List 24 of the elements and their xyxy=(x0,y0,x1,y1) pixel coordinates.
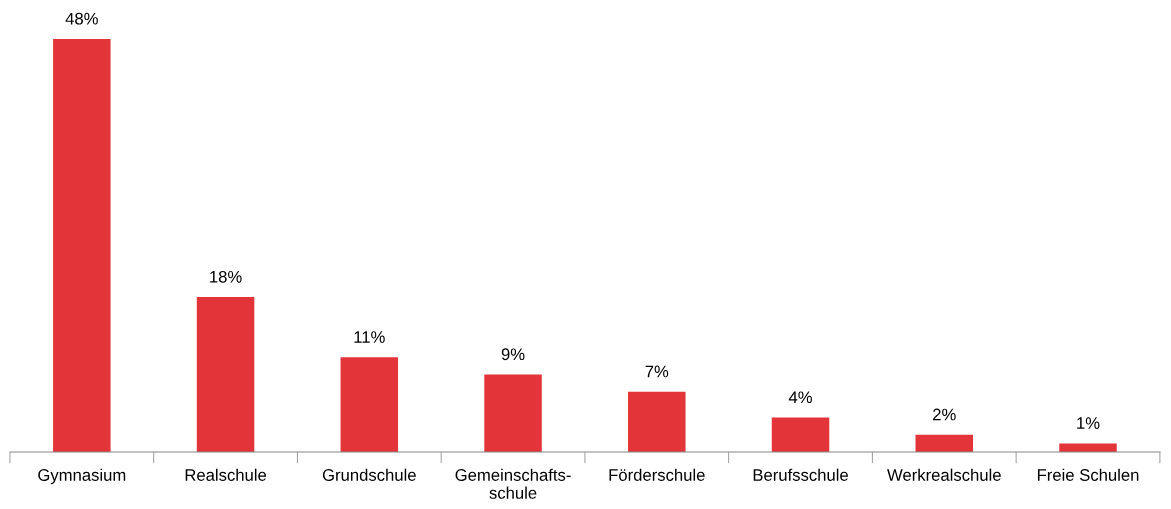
bar xyxy=(771,417,830,452)
data-label: 4% xyxy=(788,391,812,404)
x-tick-label: Gymnasium xyxy=(38,468,126,485)
bar xyxy=(915,434,974,452)
bar xyxy=(196,297,255,452)
bar xyxy=(484,374,542,452)
bar xyxy=(340,357,399,452)
bar xyxy=(1059,443,1117,452)
data-label: 9% xyxy=(501,348,525,361)
x-tick-label: Förderschule xyxy=(609,468,705,481)
data-label: 7% xyxy=(645,365,669,378)
data-label: 1% xyxy=(1077,417,1100,429)
x-tick-label: Berufsschule xyxy=(753,468,848,481)
x-tick-label: Realschule xyxy=(185,468,267,481)
bar xyxy=(628,391,686,452)
x-tick-label: Freie Schulen xyxy=(1037,468,1139,481)
x-tick-label: Gemeinschafts- schule xyxy=(455,468,571,499)
data-label: 2% xyxy=(933,408,956,421)
data-label: 11% xyxy=(354,331,385,343)
x-tick-label: Werkrealschule xyxy=(887,468,1001,481)
x-tick-label: Grundschule xyxy=(322,468,416,481)
bar xyxy=(53,38,111,452)
data-label: 48% xyxy=(65,12,98,25)
data-label: 18% xyxy=(210,270,242,283)
